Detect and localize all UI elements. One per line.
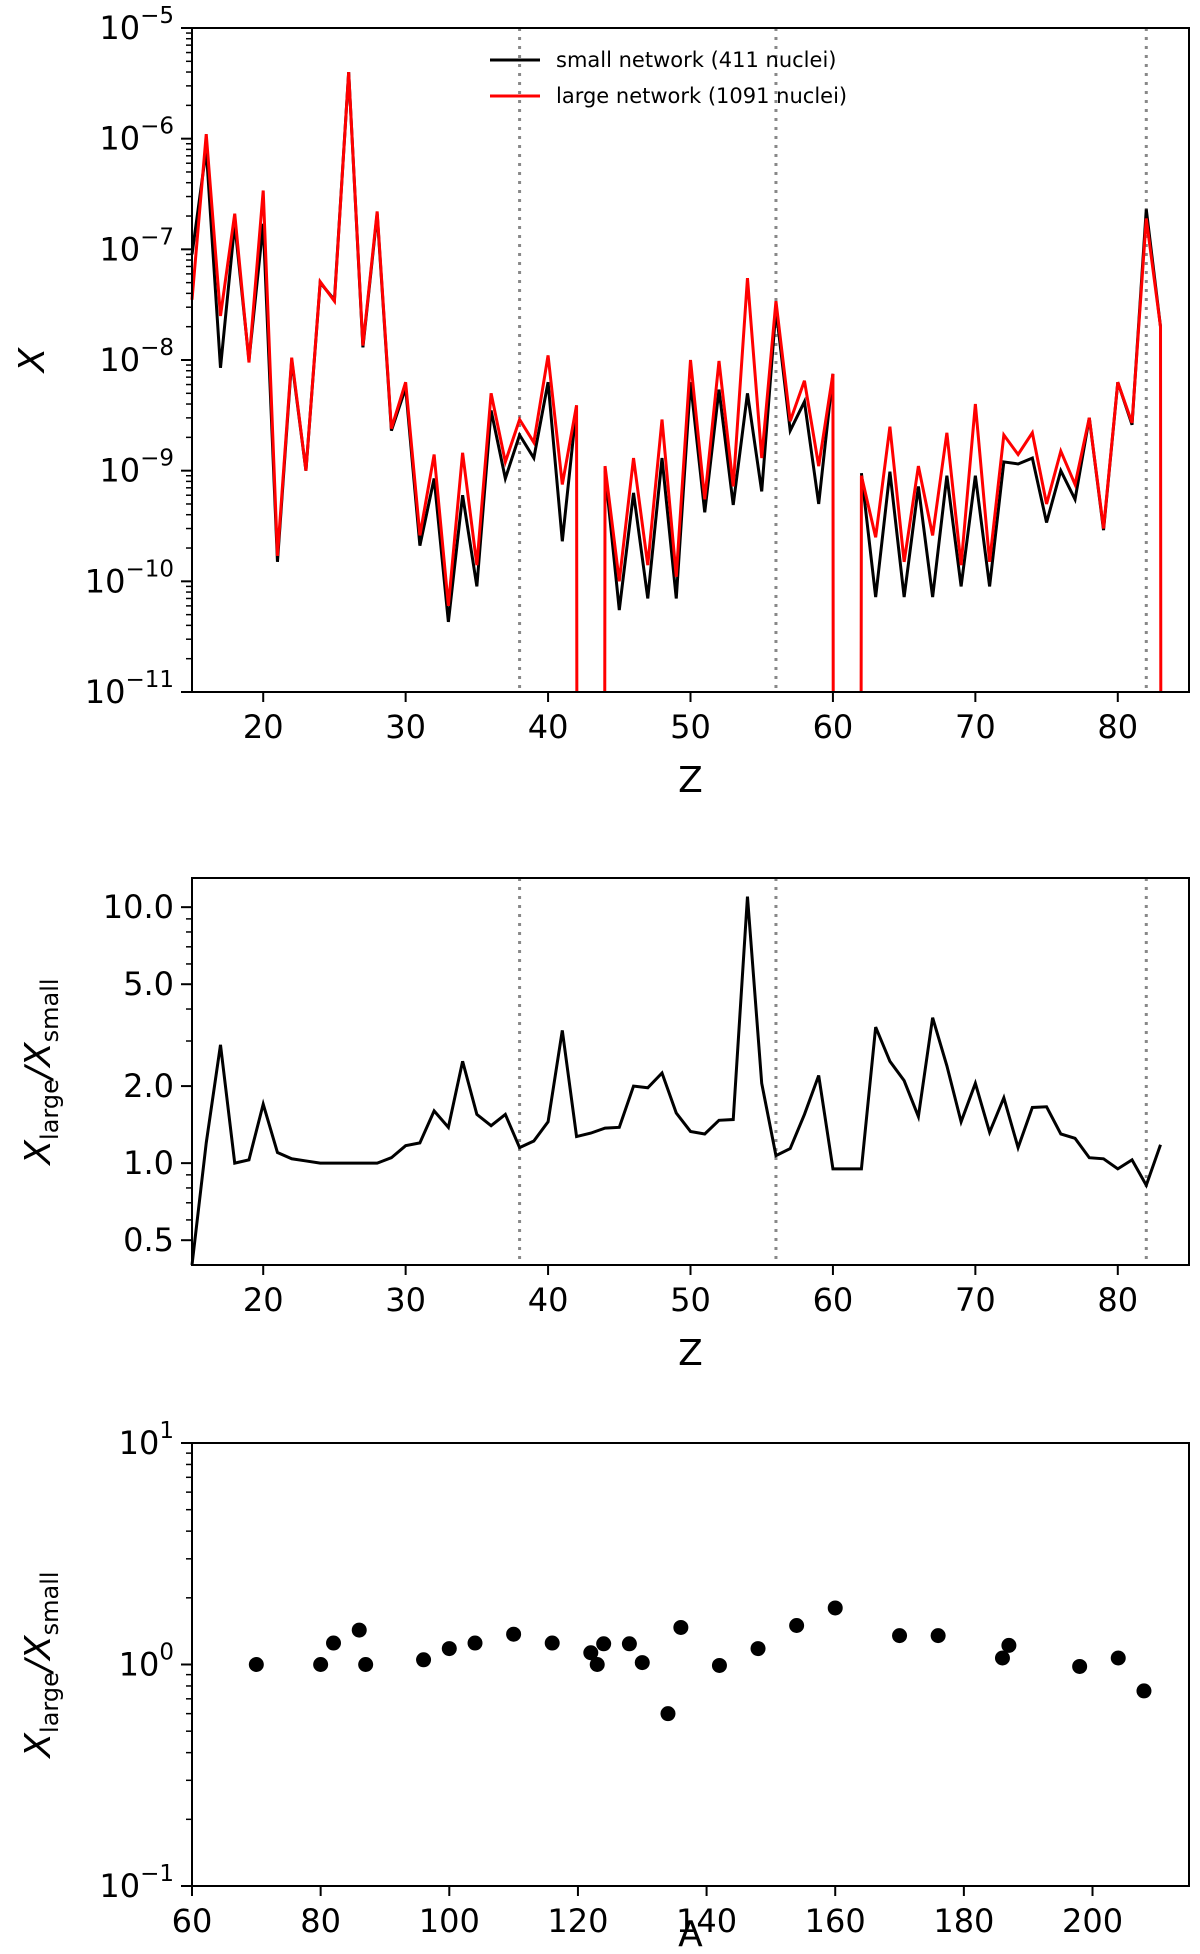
y-tick-label: 10−7	[99, 224, 174, 268]
data-point	[621, 1636, 637, 1652]
x-tick-label: 60	[813, 1281, 854, 1319]
x-tick-label: 40	[528, 1281, 569, 1319]
y-axis-ticks: 0.5 1.0 2.0 5.0 10.0	[103, 888, 192, 1259]
x-tick-label: 100	[419, 1902, 480, 1940]
legend-label: small network (411 nuclei)	[556, 48, 836, 72]
data-point	[506, 1626, 522, 1642]
data-point	[416, 1652, 432, 1668]
x-tick-label: 80	[1097, 708, 1138, 746]
y-tick-label: 1.0	[123, 1144, 174, 1182]
series-line-0	[190, 896, 1162, 1266]
data-point	[583, 1645, 599, 1661]
ratio-points	[248, 1600, 1152, 1722]
y-tick-label: 10−1	[99, 1861, 174, 1905]
x-axis-label: A	[678, 1914, 703, 1954]
x-tick-label: 200	[1062, 1902, 1123, 1940]
y-axis-label: Xlarge/Xsmall	[18, 1571, 64, 1759]
x-tick-label: 20	[243, 708, 284, 746]
y-tick-label: 5.0	[123, 965, 174, 1003]
panel-abundance-vs-z: 20 30 40 50 60 70 80 10−1110−1010−910−810−710−…	[12, 3, 1190, 801]
data-point	[544, 1635, 560, 1651]
data-point	[994, 1650, 1010, 1666]
y-tick-label: 10−10	[85, 556, 174, 600]
data-point	[351, 1622, 367, 1638]
x-tick-label: 80	[300, 1902, 341, 1940]
data-point	[892, 1628, 908, 1644]
x-axis-label: Z	[678, 1333, 703, 1374]
x-tick-label: 50	[670, 1281, 711, 1319]
data-point	[711, 1657, 727, 1673]
y-tick-label: 101	[119, 1418, 174, 1462]
x-tick-label: 50	[670, 708, 711, 746]
data-point	[326, 1635, 342, 1651]
x-tick-label: 80	[1097, 1281, 1138, 1319]
y-tick-label: 10−6	[99, 114, 174, 158]
x-tick-label: 30	[385, 708, 426, 746]
panel-ratio-vs-z: 20 30 40 50 60 70 80 0.5 1.0 2.0 5.0 10.0 Z Xlarge…	[18, 877, 1190, 1374]
data-point	[750, 1641, 766, 1657]
x-axis-ticks: 20 30 40 50 60 70 80	[243, 1265, 1138, 1319]
series-line-1	[190, 71, 1163, 693]
y-tick-label: 2.0	[123, 1067, 174, 1105]
data-point	[930, 1628, 946, 1644]
x-tick-label: 140	[676, 1902, 737, 1940]
y-tick-label: 0.5	[123, 1221, 174, 1259]
y-axis-ticks: 10−11 10−10 10−9 10−8 10−7 10−6 10−5	[85, 3, 192, 711]
data-point	[827, 1600, 843, 1616]
x-tick-label: 70	[955, 708, 996, 746]
abundance-series	[190, 71, 1163, 693]
y-tick-label: 100	[119, 1640, 174, 1684]
x-tick-label: 120	[547, 1902, 608, 1940]
data-point	[660, 1706, 676, 1722]
y-tick-label: 10−11	[85, 667, 174, 711]
data-point	[441, 1641, 457, 1657]
data-point	[358, 1657, 374, 1672]
data-point	[673, 1619, 689, 1635]
data-point	[248, 1657, 264, 1672]
legend-label: large network (1091 nuclei)	[556, 84, 847, 108]
data-point	[634, 1655, 650, 1671]
y-tick-label: 10−9	[99, 446, 174, 490]
x-tick-label: 60	[172, 1902, 213, 1940]
y-axis-label: Xlarge/Xsmall	[18, 978, 64, 1166]
y-tick-label: 10−8	[99, 335, 174, 379]
x-tick-label: 20	[243, 1281, 284, 1319]
vertical-reference-lines	[518, 28, 1148, 692]
x-tick-label: 180	[933, 1902, 994, 1940]
y-tick-label: 10.0	[103, 888, 174, 926]
panel-ratio-vs-a: 60 80 100 120 140 160 180 200 10−1 100 101 A Xlar…	[18, 1418, 1190, 1954]
data-point	[1072, 1658, 1088, 1674]
data-point	[596, 1636, 612, 1652]
x-axis-ticks: 20 30 40 50 60 70 80	[243, 692, 1138, 746]
x-axis-ticks: 60 80 100 120 140 160 180 200	[172, 1886, 1123, 1940]
y-tick-label: 10−5	[99, 3, 174, 47]
x-tick-label: 40	[528, 708, 569, 746]
data-point	[313, 1657, 329, 1672]
y-axis-ticks: 10−1 100 101	[99, 1418, 192, 1905]
data-point	[1136, 1683, 1152, 1699]
x-axis-label: Z	[678, 760, 703, 801]
data-point	[1001, 1637, 1017, 1653]
x-tick-label: 60	[813, 708, 854, 746]
x-tick-label: 70	[955, 1281, 996, 1319]
legend: small network (411 nuclei) large network …	[490, 48, 847, 108]
data-point	[467, 1635, 483, 1651]
x-tick-label: 160	[805, 1902, 866, 1940]
data-point	[1110, 1650, 1126, 1666]
y-axis-label: X	[12, 346, 53, 374]
ratio-series	[190, 896, 1162, 1266]
x-tick-label: 30	[385, 1281, 426, 1319]
data-point	[589, 1657, 605, 1672]
data-point	[789, 1617, 805, 1633]
vertical-reference-lines	[518, 878, 1148, 1265]
